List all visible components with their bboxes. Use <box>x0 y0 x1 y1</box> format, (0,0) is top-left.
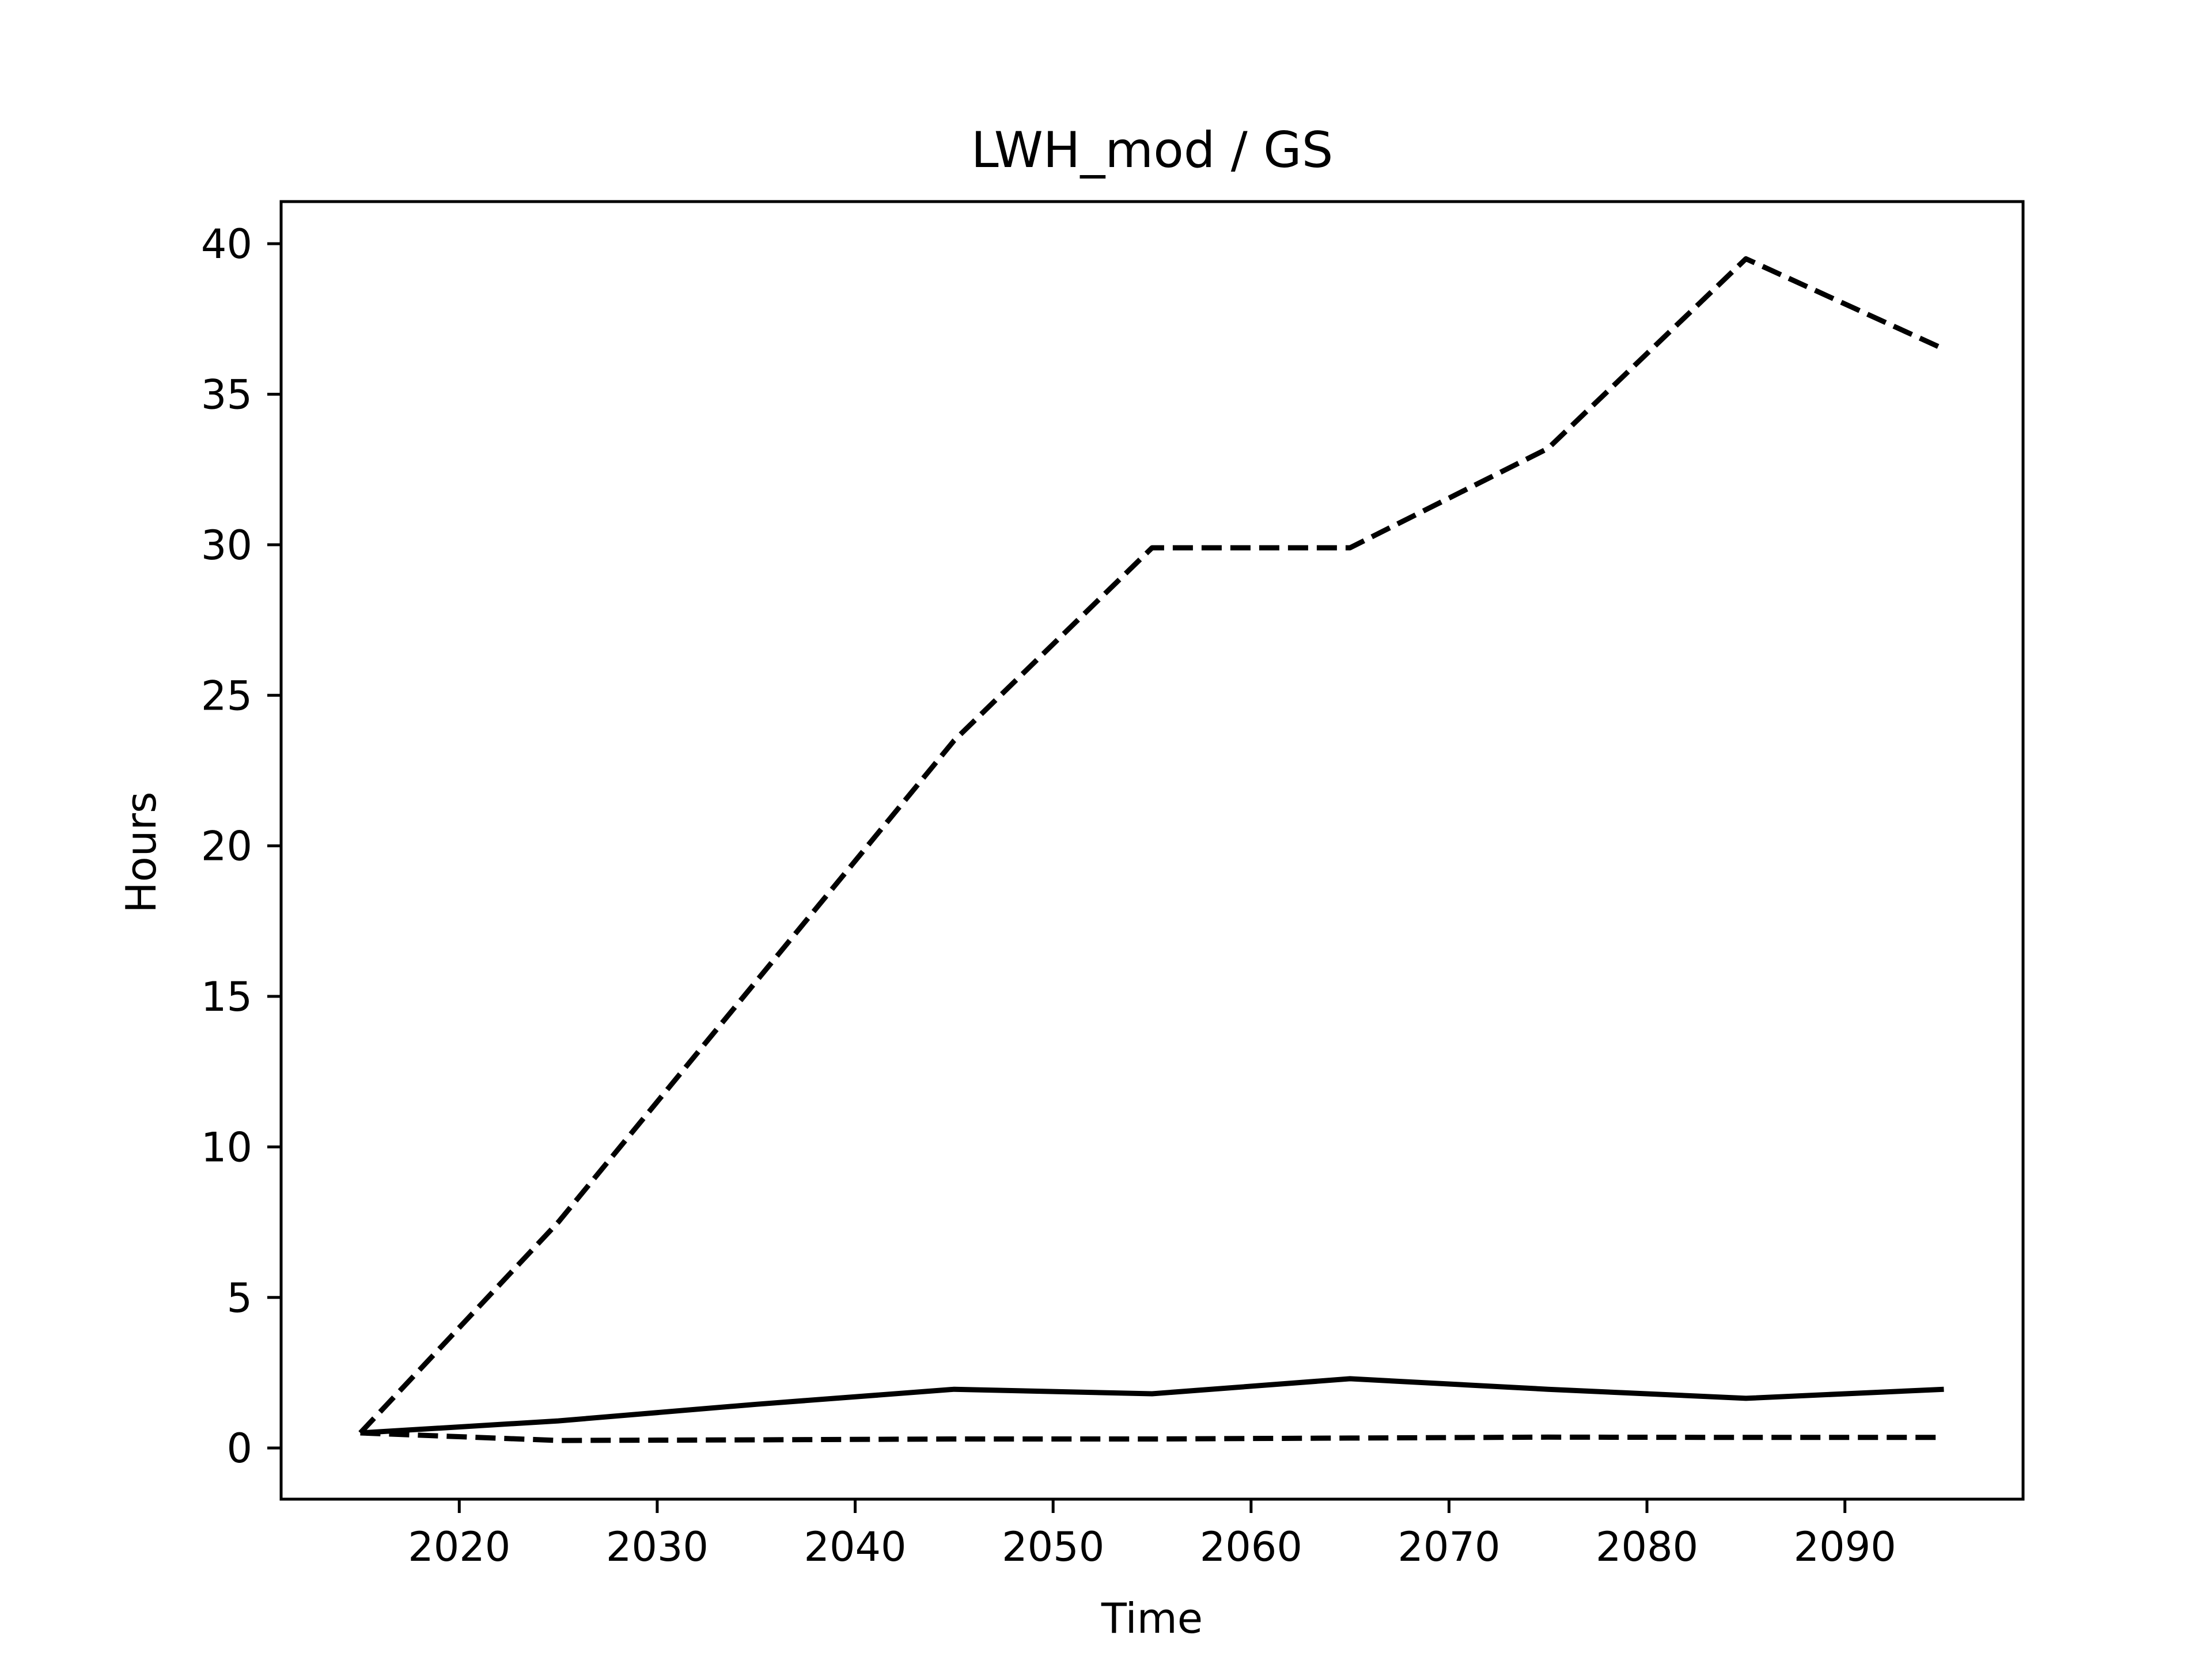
x-tick-label: 2080 <box>1596 1523 1698 1571</box>
y-tick-label: 15 <box>201 973 252 1021</box>
y-tick-label: 5 <box>226 1275 252 1322</box>
y-axis-label: Hours <box>117 792 165 913</box>
y-tick-label: 0 <box>226 1425 252 1472</box>
y-tick-label: 20 <box>201 823 252 870</box>
y-tick-label: 25 <box>201 672 252 719</box>
x-tick-label: 2070 <box>1397 1523 1500 1571</box>
series-1-line <box>358 256 1945 1435</box>
y-tick-label: 10 <box>201 1124 252 1171</box>
plot-frame <box>279 200 2025 1501</box>
series-2-line <box>360 1376 1944 1436</box>
x-tick-label: 2050 <box>1002 1523 1104 1571</box>
y-tick-label: 40 <box>201 221 252 268</box>
series-3-line <box>360 1430 1944 1443</box>
x-axis-label: Time <box>1101 1594 1203 1643</box>
y-tick-label: 35 <box>201 371 252 419</box>
x-axis: 2020 2030 2040 2050 2060 2070 2080 2090 <box>408 1499 1896 1571</box>
y-axis: 0 5 10 15 20 25 30 35 40 <box>201 221 281 1472</box>
x-tick-label: 2090 <box>1794 1523 1896 1571</box>
chart-title: LWH_mod / GS <box>971 122 1334 179</box>
x-tick-label: 2040 <box>804 1523 906 1571</box>
plot-area <box>279 200 2025 1501</box>
x-tick-label: 2020 <box>408 1523 510 1571</box>
x-tick-label: 2060 <box>1200 1523 1302 1571</box>
y-tick-label: 30 <box>201 522 252 569</box>
x-tick-label: 2030 <box>606 1523 709 1571</box>
